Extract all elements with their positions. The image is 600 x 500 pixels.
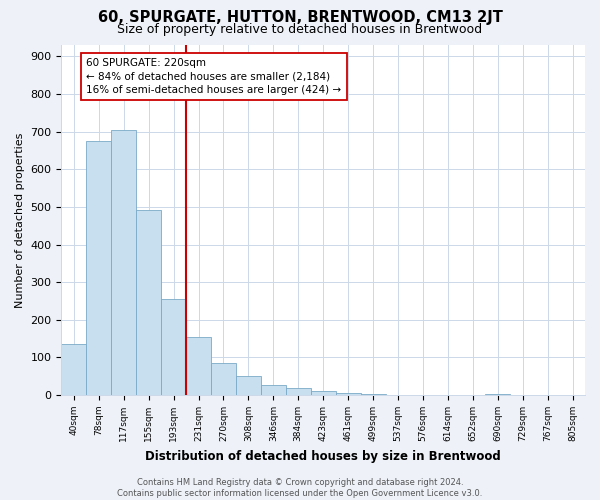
Bar xyxy=(136,210,161,395)
Bar xyxy=(361,394,386,395)
Bar xyxy=(61,344,86,395)
Text: 60, SPURGATE, HUTTON, BRENTWOOD, CM13 2JT: 60, SPURGATE, HUTTON, BRENTWOOD, CM13 2J… xyxy=(98,10,502,25)
Bar xyxy=(161,299,186,395)
Bar xyxy=(286,388,311,395)
Bar xyxy=(236,376,261,395)
Text: Size of property relative to detached houses in Brentwood: Size of property relative to detached ho… xyxy=(118,22,482,36)
Bar xyxy=(485,394,510,395)
Bar xyxy=(211,362,236,395)
Bar xyxy=(261,384,286,395)
Bar xyxy=(335,393,361,395)
Text: 60 SPURGATE: 220sqm
← 84% of detached houses are smaller (2,184)
16% of semi-det: 60 SPURGATE: 220sqm ← 84% of detached ho… xyxy=(86,58,341,94)
Y-axis label: Number of detached properties: Number of detached properties xyxy=(15,132,25,308)
X-axis label: Distribution of detached houses by size in Brentwood: Distribution of detached houses by size … xyxy=(145,450,501,462)
Text: Contains HM Land Registry data © Crown copyright and database right 2024.
Contai: Contains HM Land Registry data © Crown c… xyxy=(118,478,482,498)
Bar xyxy=(86,141,111,395)
Bar xyxy=(311,392,335,395)
Bar xyxy=(111,130,136,395)
Bar xyxy=(186,338,211,395)
